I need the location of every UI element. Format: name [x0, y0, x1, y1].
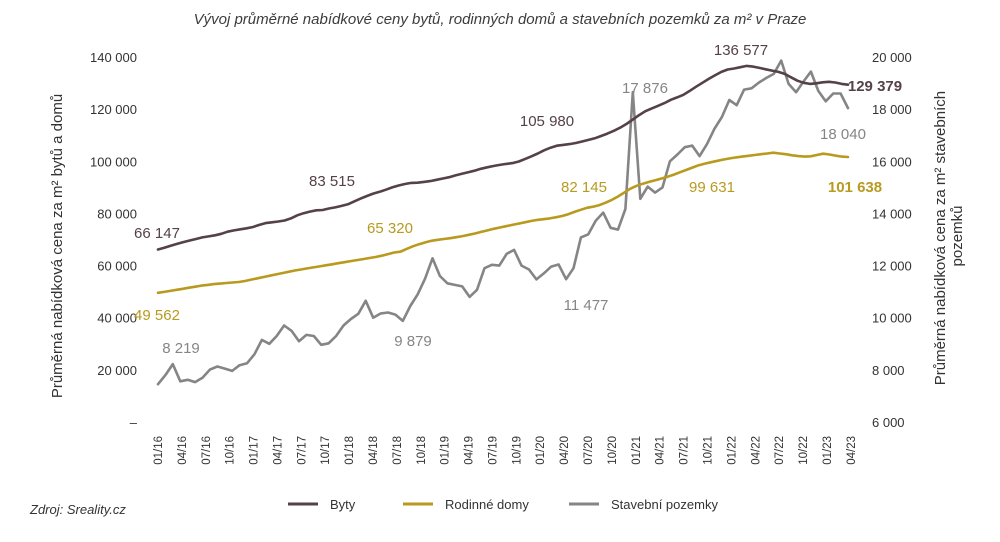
data-label: 17 876 [622, 80, 668, 97]
x-tick-label: 07/21 [679, 436, 691, 465]
x-tick-label: 04/17 [272, 436, 284, 465]
y-left-tick-label: 20 000 [97, 363, 137, 378]
x-tick-label: 10/17 [320, 436, 332, 465]
data-label: 99 631 [689, 179, 735, 196]
data-label: 83 515 [309, 173, 355, 190]
data-label: 8 219 [162, 340, 200, 357]
y-right-tick-label: 6 000 [872, 415, 905, 430]
x-tick-label: 07/19 [487, 436, 499, 465]
x-tick-label: 01/22 [726, 436, 738, 465]
data-label: 11 477 [564, 297, 609, 314]
x-tick-label: 01/19 [440, 436, 452, 465]
x-tick-label: 04/20 [559, 436, 571, 465]
x-tick-label: 10/20 [607, 436, 619, 465]
y-left-tick-label: 40 000 [97, 311, 137, 326]
x-tick-label: 07/22 [774, 436, 786, 465]
y-left-tick-label: – [130, 415, 138, 430]
series-line-1 [156, 151, 850, 295]
series-line-2 [156, 59, 850, 386]
x-tick-label: 01/17 [249, 436, 261, 465]
y-right-tick-label: 8 000 [872, 363, 905, 378]
legend-label: Rodinné domy [445, 497, 529, 512]
x-tick-label: 04/16 [177, 436, 189, 465]
data-label: 65 320 [367, 220, 413, 237]
series-line-0 [156, 64, 850, 251]
y-axis-right-title: Průměrná nabídková cena za m² stavebních… [932, 87, 966, 386]
x-tick-label: 04/19 [464, 436, 476, 465]
data-labels: 66 147 83 515 105 980 136 577 129 379 49 562 6… [134, 42, 902, 357]
y-axis-right-title-line1: Průměrná nabídková cena za m² stavebních [932, 91, 949, 385]
x-tick-label: 01/23 [822, 436, 834, 465]
data-label: 129 379 [848, 78, 902, 95]
x-tick-label: 07/18 [392, 436, 404, 465]
data-label: 136 577 [714, 42, 768, 59]
legend-label: Byty [330, 497, 356, 512]
x-axis: 01/16 04/16 07/16 10/16 01/17 04/17 07/17 10/17… [153, 436, 858, 465]
x-tick-label: 04/18 [368, 436, 380, 465]
x-tick-label: 04/21 [655, 436, 667, 465]
x-tick-label: 01/16 [153, 436, 165, 465]
data-label: 105 980 [520, 113, 574, 130]
y-axis-right-title-line2: pozemků [949, 206, 966, 267]
y-right-tick-label: 16 000 [872, 154, 912, 169]
data-label: 82 145 [561, 179, 607, 196]
y-left-tick-label: 60 000 [97, 259, 137, 274]
x-tick-label: 04/22 [750, 436, 762, 465]
x-tick-label: 01/20 [535, 436, 547, 465]
x-tick-label: 07/20 [583, 436, 595, 465]
x-tick-label: 07/17 [296, 436, 308, 465]
y-left-tick-label: 120 000 [90, 102, 137, 117]
data-label: 66 147 [134, 225, 180, 242]
chart-title: Vývoj průměrné nabídkové ceny bytů, rodi… [194, 11, 807, 28]
data-label: 9 879 [394, 333, 432, 350]
y-right-tick-label: 18 000 [872, 102, 912, 117]
data-label: 18 040 [820, 126, 866, 143]
y-right-tick-label: 20 000 [872, 50, 912, 65]
y-axis-left: – 20 000 40 000 60 000 80 000 100 000 120 000 1… [90, 50, 138, 430]
y-axis-right: 6 000 8 000 10 000 12 000 14 000 16 000 18 000… [872, 50, 912, 430]
data-label: 101 638 [828, 179, 882, 196]
x-tick-label: 10/21 [702, 436, 714, 465]
series-lines [156, 59, 850, 386]
x-tick-label: 10/19 [511, 436, 523, 465]
y-right-tick-label: 10 000 [872, 311, 912, 326]
y-axis-left-title: Průměrná nabídková cena za m² bytů a dom… [49, 94, 66, 398]
x-tick-label: 04/23 [846, 436, 858, 465]
y-left-tick-label: 100 000 [90, 154, 137, 169]
x-tick-label: 01/21 [631, 436, 643, 465]
y-right-tick-label: 14 000 [872, 206, 912, 221]
y-left-tick-label: 80 000 [97, 206, 137, 221]
x-tick-label: 10/18 [416, 436, 428, 465]
x-tick-label: 07/16 [201, 436, 213, 465]
x-tick-label: 01/18 [344, 436, 356, 465]
x-tick-label: 10/16 [225, 436, 237, 465]
legend-label: Stavební pozemky [611, 497, 718, 512]
x-tick-label: 10/22 [798, 436, 810, 465]
data-label: 49 562 [134, 307, 180, 324]
y-right-tick-label: 12 000 [872, 259, 912, 274]
legend: Byty Rodinné domy Stavební pozemky [288, 497, 718, 512]
source-note: Zdroj: Sreality.cz [29, 502, 126, 517]
y-left-tick-label: 140 000 [90, 50, 137, 65]
